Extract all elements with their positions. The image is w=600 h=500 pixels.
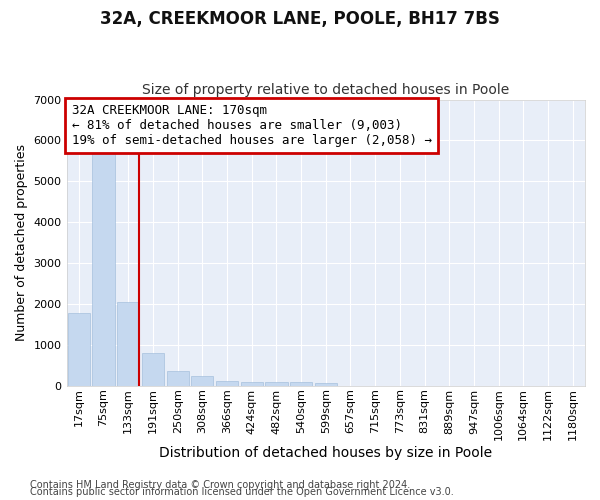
X-axis label: Distribution of detached houses by size in Poole: Distribution of detached houses by size … bbox=[159, 446, 493, 460]
Title: Size of property relative to detached houses in Poole: Size of property relative to detached ho… bbox=[142, 83, 509, 97]
Bar bbox=[216, 381, 238, 386]
Bar bbox=[191, 376, 214, 386]
Bar bbox=[265, 382, 287, 386]
Bar bbox=[117, 302, 139, 386]
Bar bbox=[167, 371, 189, 386]
Bar bbox=[142, 353, 164, 386]
Y-axis label: Number of detached properties: Number of detached properties bbox=[15, 144, 28, 341]
Text: Contains public sector information licensed under the Open Government Licence v3: Contains public sector information licen… bbox=[30, 487, 454, 497]
Text: 32A CREEKMOOR LANE: 170sqm
← 81% of detached houses are smaller (9,003)
19% of s: 32A CREEKMOOR LANE: 170sqm ← 81% of deta… bbox=[72, 104, 432, 147]
Bar bbox=[68, 313, 90, 386]
Bar bbox=[92, 150, 115, 386]
Bar bbox=[314, 382, 337, 386]
Bar bbox=[241, 382, 263, 386]
Bar bbox=[290, 382, 312, 386]
Text: 32A, CREEKMOOR LANE, POOLE, BH17 7BS: 32A, CREEKMOOR LANE, POOLE, BH17 7BS bbox=[100, 10, 500, 28]
Text: Contains HM Land Registry data © Crown copyright and database right 2024.: Contains HM Land Registry data © Crown c… bbox=[30, 480, 410, 490]
